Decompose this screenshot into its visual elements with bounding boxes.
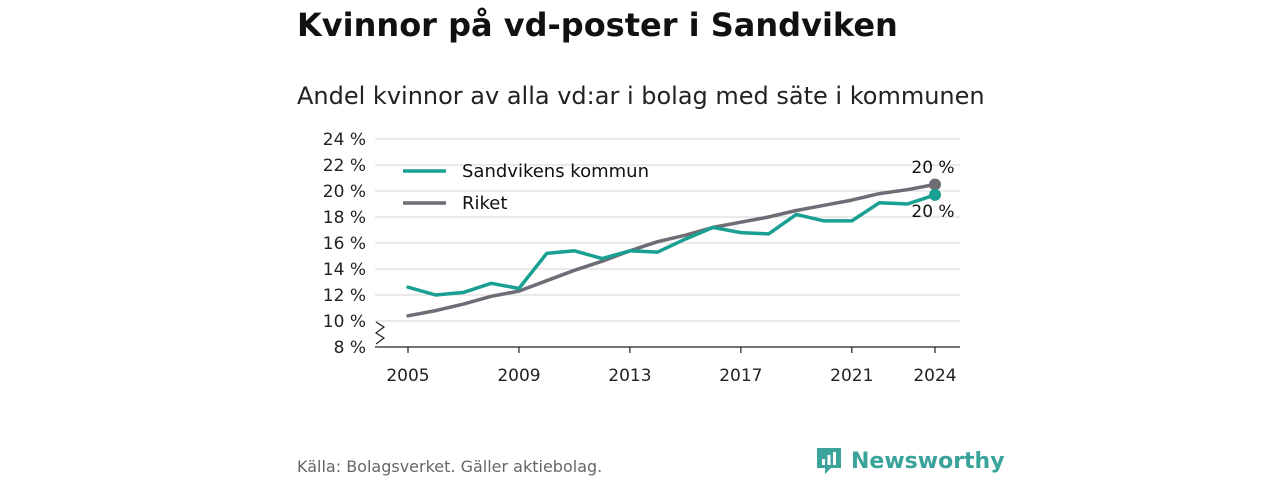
y-tick-label: 22 % [323,156,366,176]
chart-subtitle: Andel kvinnor av alla vd:ar i bolag med … [297,82,985,110]
series-end-point [929,188,941,201]
y-tick-label: 20 % [323,182,366,202]
y-tick-label: 24 % [323,130,366,150]
end-label-riket: 20 % [911,158,954,178]
y-tick-label: 10 % [323,312,366,332]
series-end-point [929,178,941,191]
y-tick-label: 14 % [323,260,366,280]
newsworthy-logo-icon [817,448,841,474]
x-tick-label: 2021 [830,366,873,386]
axis-break-mark [374,321,386,345]
brand-logo[interactable]: Newsworthy [815,446,1005,476]
y-tick-label: 18 % [323,208,366,228]
legend-label: Sandvikens kommun [462,161,649,182]
legend-label: Riket [462,193,507,214]
x-tick-label: 2024 [913,366,956,386]
y-tick-label: 8 % [334,338,366,358]
series-line-sandviken [406,193,937,297]
series-line-riket [406,182,937,318]
x-tick-label: 2005 [386,366,429,386]
chart-title: Kvinnor på vd-poster i Sandviken [297,6,898,44]
end-label-sandviken: 20 % [911,202,954,222]
x-tick-label: 2009 [497,366,540,386]
x-tick-label: 2013 [608,366,651,386]
y-tick-label: 12 % [323,286,366,306]
source-note: Källa: Bolagsverket. Gäller aktiebolag. [297,457,603,476]
x-tick-label: 2017 [719,366,762,386]
brand-name: Newsworthy [851,448,1005,474]
y-tick-label: 16 % [323,234,366,254]
